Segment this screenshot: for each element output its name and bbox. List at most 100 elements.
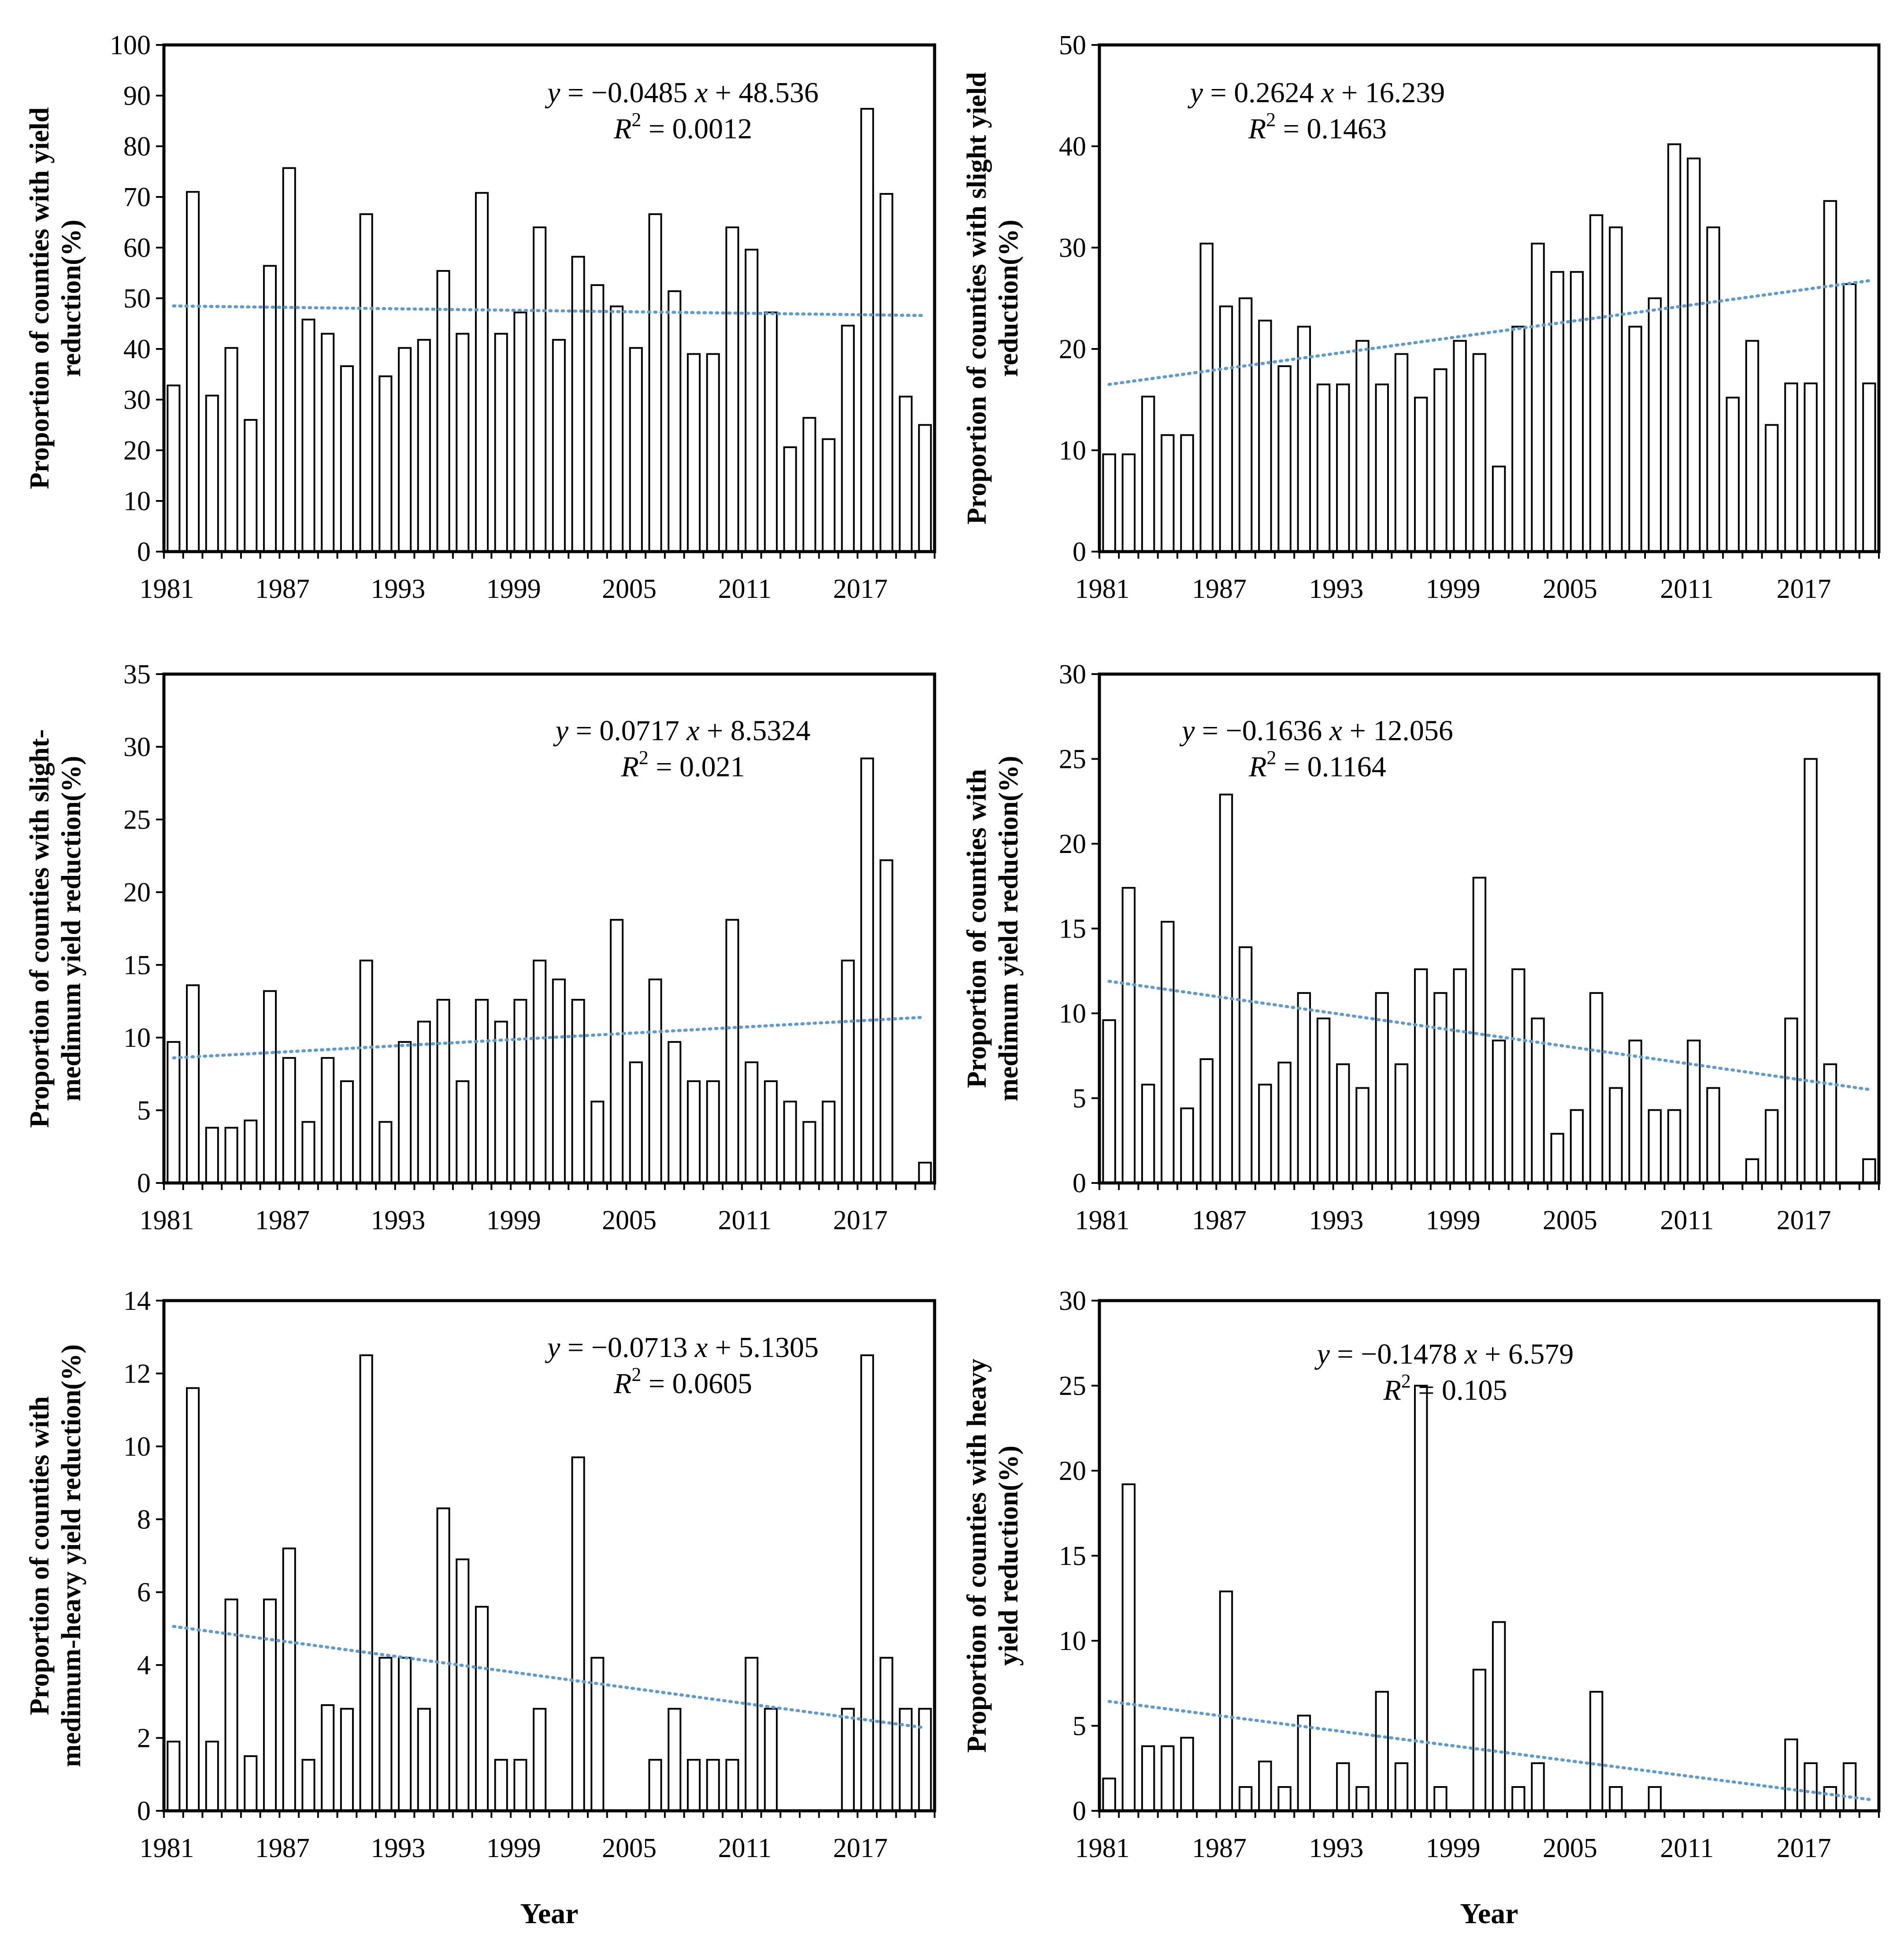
y-tick-label: 5 xyxy=(137,1096,151,1126)
bar-1987 xyxy=(1219,305,1233,552)
equation-part xyxy=(1203,77,1210,109)
bar-1996 xyxy=(1394,353,1409,552)
bar-2011 xyxy=(745,1657,759,1812)
equation-part: + 16.239 xyxy=(1341,77,1445,109)
chart-panel-3: 0 5 10 15 20 25 30 35 1981 1987 1993 1999 2005 2011 20… xyxy=(25,660,936,1235)
bar-1984 xyxy=(224,1127,238,1184)
r-symbol: R xyxy=(1383,1374,1401,1406)
bar-1993 xyxy=(1336,383,1350,552)
bar-2003 xyxy=(590,284,605,552)
bar-1992 xyxy=(1316,1017,1331,1184)
chart-panel-1: 0 10 20 30 40 50 60 70 80 90 100 1981 1987 1993 1999 20… xyxy=(25,30,936,604)
bar-2006 xyxy=(648,979,662,1184)
bar-2016 xyxy=(841,325,855,552)
bar-1997 xyxy=(1414,397,1428,553)
bar-2019 xyxy=(1842,283,1857,552)
equation-part xyxy=(1477,1338,1485,1370)
bar-2010 xyxy=(725,1759,739,1812)
y-tick-label: 0 xyxy=(137,1796,151,1826)
bar-2007 xyxy=(668,290,682,552)
bar-1982 xyxy=(186,1387,200,1812)
bar-2012 xyxy=(1706,1087,1720,1184)
bar-1990 xyxy=(1277,1061,1292,1184)
bar-2018 xyxy=(1823,200,1837,552)
bar-1989 xyxy=(1258,1083,1272,1184)
x-tick-label: 2005 xyxy=(1543,1205,1597,1235)
bar-2019 xyxy=(1842,1762,1857,1812)
equation-part xyxy=(1195,715,1202,747)
bar-1998 xyxy=(1433,1786,1447,1812)
bar-2015 xyxy=(821,1101,836,1184)
bar-1982 xyxy=(1121,1483,1136,1812)
bar-1981 xyxy=(167,1041,181,1184)
bar-2017 xyxy=(860,757,874,1184)
bar-1996 xyxy=(456,1558,470,1812)
y-axis-title: Proportion of counties with slight yield… xyxy=(962,72,1024,524)
equation-part xyxy=(1334,77,1342,109)
equation-part xyxy=(1330,1338,1337,1370)
regression-equation: y = 0.0717 x + 8.5324 xyxy=(553,715,811,747)
bar-2014 xyxy=(1745,1158,1759,1184)
bar-1985 xyxy=(1180,1737,1194,1812)
y-tick-label: 20 xyxy=(123,436,151,466)
equation-part xyxy=(560,1331,568,1364)
bar-1991 xyxy=(359,1354,373,1812)
equation-part: = −0.1478 xyxy=(1337,1338,1457,1370)
bar-2000 xyxy=(533,1708,547,1812)
bar-1997 xyxy=(475,192,489,552)
trend-line xyxy=(172,1016,927,1060)
equation-part xyxy=(1457,1338,1465,1370)
bar-2006 xyxy=(1589,992,1603,1184)
bar-1986 xyxy=(1199,242,1214,552)
bar-2016 xyxy=(841,960,855,1184)
plot-frame xyxy=(162,43,936,553)
bar-1991 xyxy=(1297,326,1311,553)
bar-1981 xyxy=(1102,1019,1116,1184)
bar-2002 xyxy=(571,256,585,552)
x-tick-label: 1993 xyxy=(1309,1205,1363,1235)
y-tick-label: 30 xyxy=(1059,233,1086,263)
bar-1993 xyxy=(398,347,412,552)
bar-1994 xyxy=(417,1708,431,1812)
r-superscript: 2 xyxy=(631,109,641,130)
x-tick-label: 1987 xyxy=(1192,1205,1247,1235)
bar-1981 xyxy=(167,384,181,552)
bar-2000 xyxy=(1472,353,1487,552)
bar-2009 xyxy=(1648,297,1662,552)
r-squared: R2 = 0.1463 xyxy=(1248,109,1387,145)
bar-1986 xyxy=(263,1598,277,1812)
r-superscript: 2 xyxy=(631,1364,641,1385)
bar-2009 xyxy=(1648,1109,1662,1184)
x-tick-label: 1981 xyxy=(140,574,194,604)
x-tick-label: 1981 xyxy=(1075,574,1130,604)
bar-2020 xyxy=(1862,1158,1876,1184)
y-tick-label: 25 xyxy=(1059,1371,1086,1401)
bar-2006 xyxy=(1589,214,1603,552)
y-tick-label: 15 xyxy=(123,950,151,980)
equation-part xyxy=(708,77,715,109)
bar-1989 xyxy=(1258,1761,1272,1812)
bar-2012 xyxy=(764,1080,778,1184)
bar-1995 xyxy=(436,270,450,552)
x-tick-label: 2011 xyxy=(718,1205,772,1235)
equation-part: = −0.0713 xyxy=(568,1331,687,1364)
y-tick-label: 10 xyxy=(1059,436,1086,466)
y-tick-label: 70 xyxy=(123,182,151,212)
y-axis-title-line: Proportion of counties with xyxy=(25,1396,55,1715)
bar-2018 xyxy=(1823,1786,1837,1812)
bar-1985 xyxy=(244,1755,258,1812)
r-superscript: 2 xyxy=(639,747,649,768)
bar-2007 xyxy=(1609,1786,1623,1812)
x-tick-label: 2011 xyxy=(1660,1833,1714,1863)
bar-1981 xyxy=(167,1740,181,1812)
y-tick-label: 10 xyxy=(1059,1626,1086,1656)
y-tick-label: 80 xyxy=(123,132,151,162)
x-tick-label: 2005 xyxy=(1543,1833,1597,1863)
bar-1983 xyxy=(205,1740,219,1812)
y-tick-label: 40 xyxy=(123,334,151,364)
bar-1995 xyxy=(1375,1691,1389,1812)
bar-1987 xyxy=(1219,793,1233,1184)
y-tick-label: 30 xyxy=(123,385,151,415)
equation-part: + 5.1305 xyxy=(715,1331,819,1364)
